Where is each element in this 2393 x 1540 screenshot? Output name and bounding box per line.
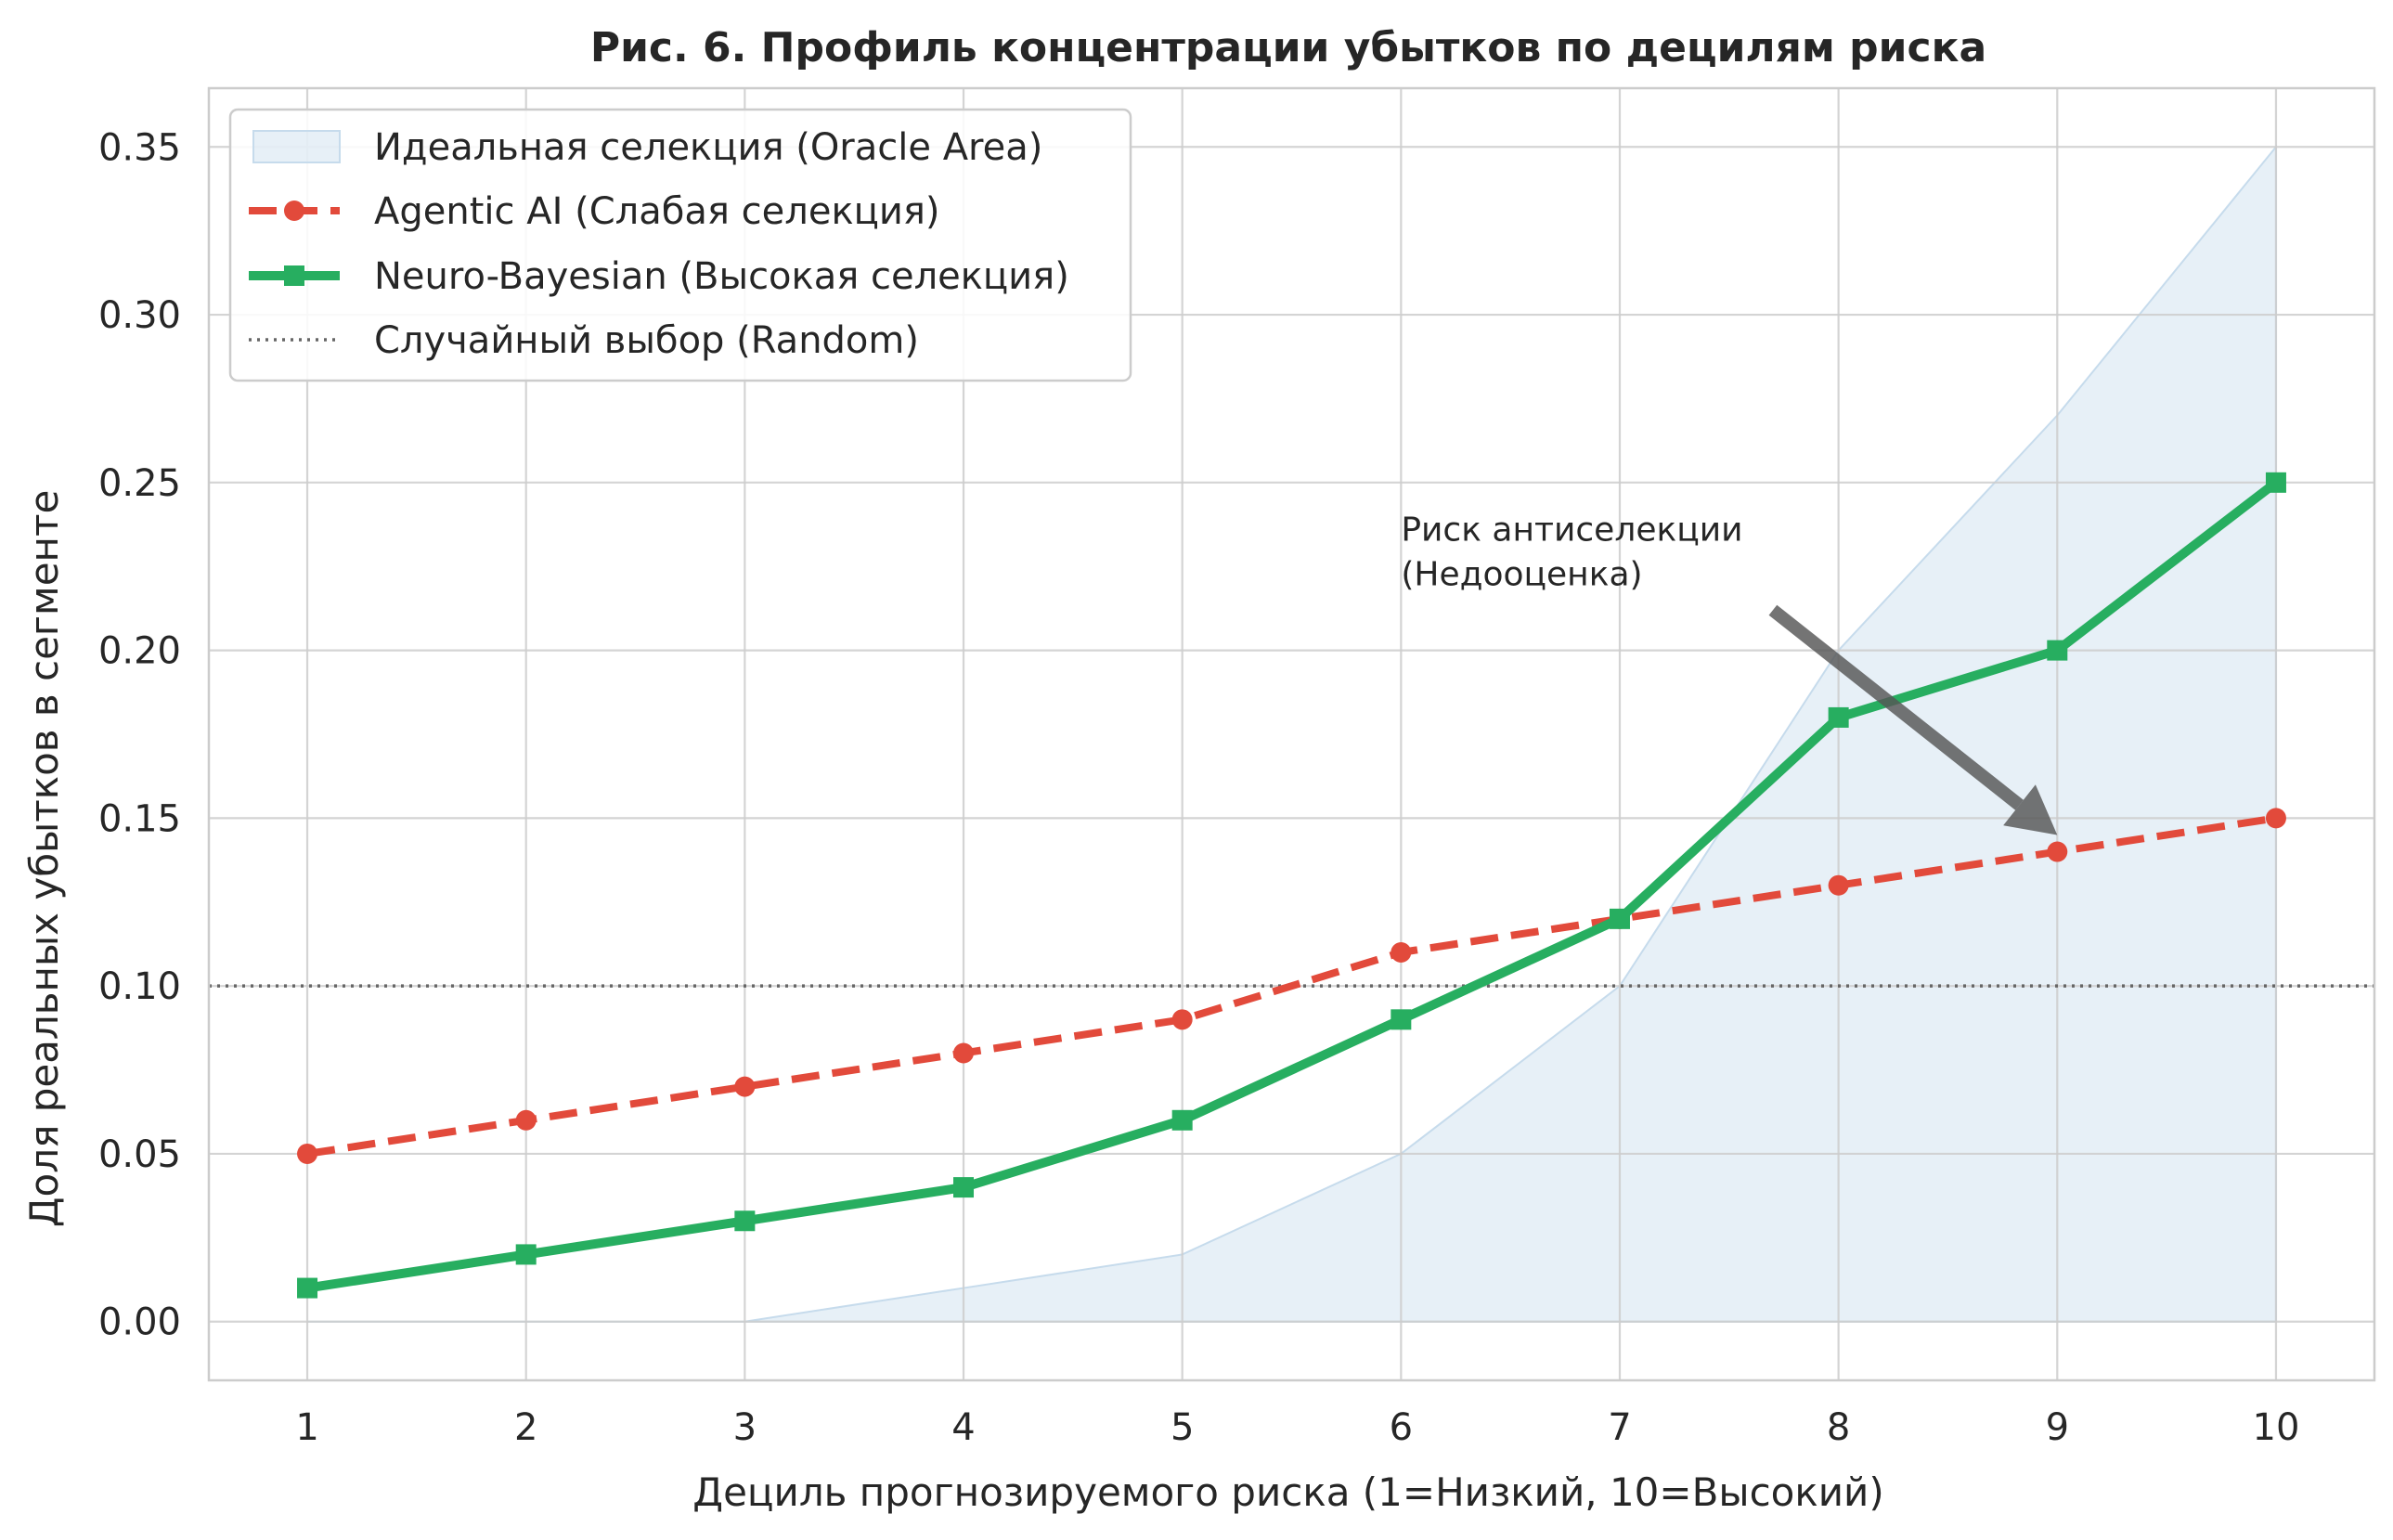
annotation-text-line-2: (Недооценка) <box>1401 555 1642 593</box>
y-tick-label: 0.35 <box>98 126 181 169</box>
agentic-ai-point <box>515 1109 537 1131</box>
agentic-ai-point <box>734 1076 756 1097</box>
neuro-bayesian-point <box>297 1277 318 1299</box>
neuro-bayesian-point <box>2047 640 2068 661</box>
y-tick-label: 0.30 <box>98 294 181 337</box>
neuro-bayesian-point <box>1391 1009 1412 1030</box>
x-tick-label: 3 <box>733 1406 757 1449</box>
legend-label: Случайный выбор (Random) <box>374 319 919 362</box>
legend-label: Идеальная селекция (Oracle Area) <box>374 126 1042 169</box>
y-tick-label: 0.15 <box>98 797 181 840</box>
legend-marker-neuro-bayesian <box>284 265 304 286</box>
agentic-ai-point <box>953 1042 975 1064</box>
x-tick-label: 7 <box>1608 1406 1631 1449</box>
neuro-bayesian-point <box>734 1210 756 1232</box>
x-tick-label: 5 <box>1171 1406 1194 1449</box>
chart-title: Рис. 6. Профиль концентрации убытков по … <box>590 24 1986 71</box>
neuro-bayesian-point <box>953 1177 975 1198</box>
neuro-bayesian-point <box>1828 706 1849 728</box>
x-tick-label: 8 <box>1827 1406 1850 1449</box>
annotation-arrow-shaft <box>1768 604 2024 810</box>
agentic-ai-point <box>2047 841 2068 862</box>
x-axis-label: Дециль прогнозируемого риска (1=Низкий, … <box>692 1469 1883 1515</box>
legend-swatch-oracle <box>252 130 341 163</box>
plot-frame <box>207 86 2376 1382</box>
agentic-ai-line <box>306 814 2277 1158</box>
annotation-text-line-1: Риск антиселекции <box>1401 511 1742 549</box>
x-tick-label: 9 <box>2046 1406 2069 1449</box>
y-tick-label: 0.20 <box>98 630 181 673</box>
agentic-ai-point <box>2265 808 2286 829</box>
legend-label: Neuro-Bayesian (Высокая селекция) <box>374 255 1069 298</box>
x-tick-label: 10 <box>2253 1406 2300 1449</box>
y-tick-label: 0.05 <box>98 1133 181 1176</box>
agentic-ai-point <box>1171 1009 1193 1030</box>
x-tick-label: 4 <box>951 1406 975 1449</box>
legend-box <box>228 108 1132 382</box>
legend-label: Agentic AI (Слабая селекция) <box>374 190 940 233</box>
x-tick-label: 2 <box>514 1406 537 1449</box>
legend-marker-agentic-ai <box>284 201 304 221</box>
agentic-ai-point <box>297 1143 318 1164</box>
x-tick-label: 1 <box>295 1406 318 1449</box>
annotation-arrow-head <box>2003 784 2058 835</box>
neuro-bayesian-point <box>1609 908 1630 929</box>
neuro-bayesian-line <box>306 478 2279 1293</box>
y-tick-label: 0.10 <box>98 965 181 1008</box>
neuro-bayesian-point <box>515 1244 537 1265</box>
y-tick-label: 0.00 <box>98 1301 181 1344</box>
y-tick-label: 0.25 <box>98 462 181 505</box>
agentic-ai-point <box>1391 942 1412 964</box>
x-tick-label: 6 <box>1390 1406 1413 1449</box>
neuro-bayesian-point <box>1171 1109 1193 1131</box>
y-axis-label: Доля реальных убытков в сегменте <box>21 490 67 1228</box>
neuro-bayesian-point <box>2265 472 2286 493</box>
agentic-ai-point <box>1828 874 1849 896</box>
